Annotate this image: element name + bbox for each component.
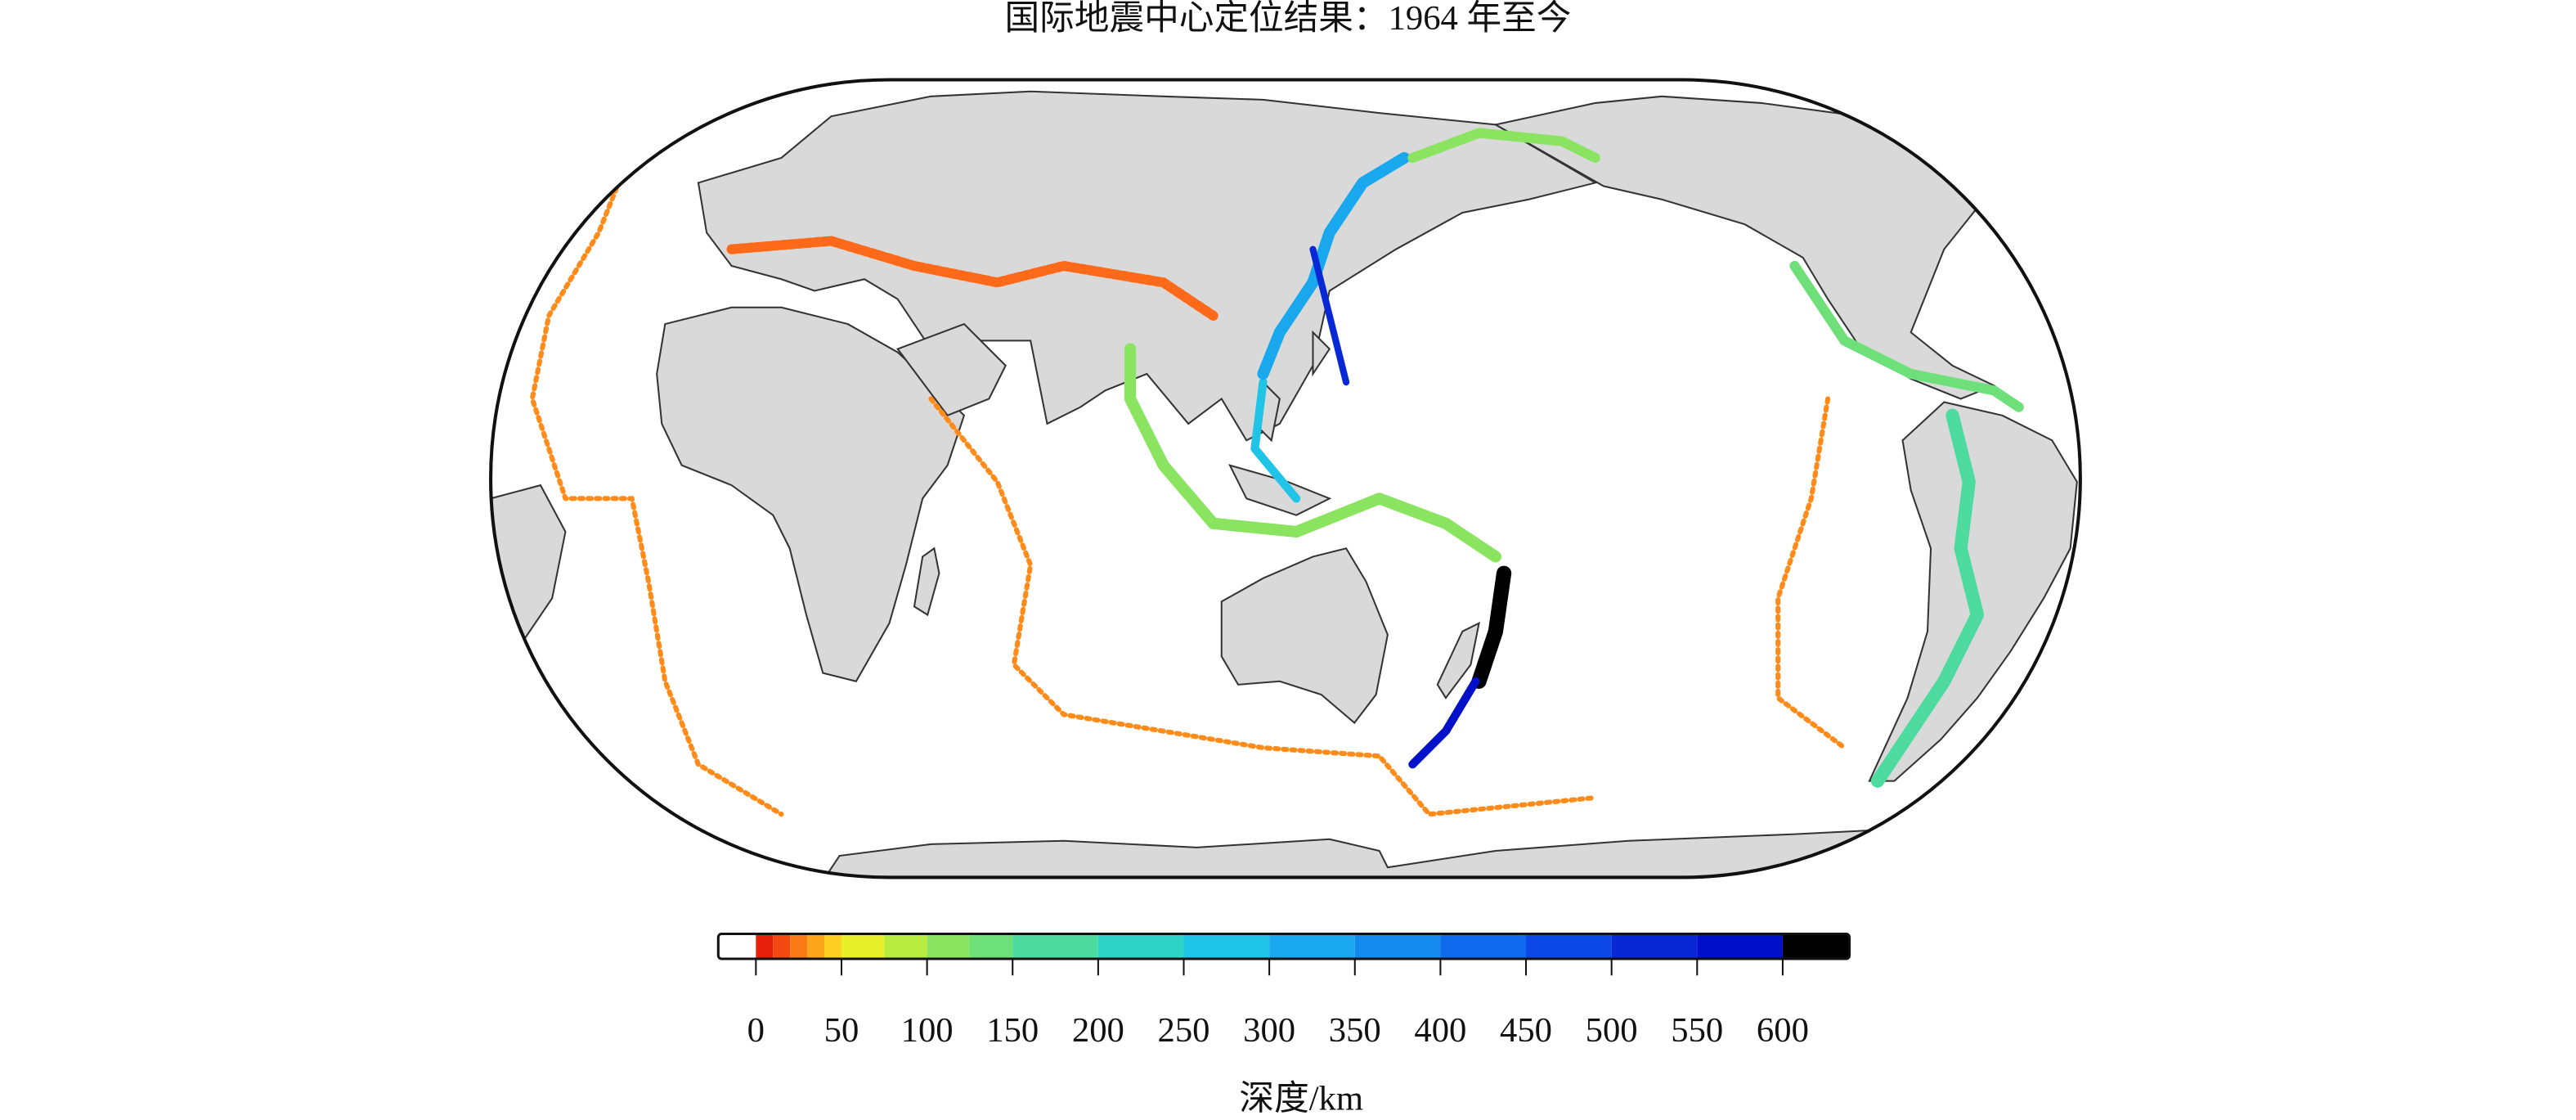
kermadec-arc xyxy=(1408,677,1480,769)
tick-label: 150 xyxy=(986,1011,1039,1050)
mid-atlantic-ridge xyxy=(529,146,784,817)
title: 国际地震中心定位结果：1964 年至今 xyxy=(1005,0,1572,38)
colorbar-segment xyxy=(790,933,808,959)
philippine-arc xyxy=(1250,378,1301,503)
tonga-arc xyxy=(1471,565,1512,689)
tick-label: 400 xyxy=(1414,1011,1466,1050)
colorbar-segment xyxy=(1269,933,1355,959)
colorbar-segment xyxy=(841,933,885,959)
colorbar-segment xyxy=(1697,933,1783,959)
colorbar-segment xyxy=(773,933,791,959)
japan-kuril-arc xyxy=(1257,151,1411,380)
izu-bonin-arc xyxy=(1309,245,1350,386)
colorbar-segment xyxy=(1611,933,1698,959)
tick-label: 50 xyxy=(824,1011,859,1050)
colorbar-outline xyxy=(716,932,1851,960)
madagascar xyxy=(913,547,940,617)
colorbar-segment xyxy=(718,933,756,959)
colorbar-segment xyxy=(756,933,774,959)
colorbar-segment xyxy=(807,933,825,959)
colorbar-label: 深度/km xyxy=(1239,1079,1363,1118)
central-america-arc xyxy=(1789,260,2024,412)
tick-label: 250 xyxy=(1158,1011,1210,1050)
tick-label: 450 xyxy=(1500,1011,1552,1050)
colorbar-segment xyxy=(824,933,841,959)
andes-arc xyxy=(1870,408,1985,788)
seismic-belts xyxy=(529,128,2024,817)
indian-ridge xyxy=(928,396,1598,817)
colorbar-segment xyxy=(969,933,1013,959)
colorbar-segment xyxy=(1012,933,1098,959)
map-frame xyxy=(489,78,2082,879)
colorbar-segment xyxy=(1183,933,1270,959)
colorbar-segment xyxy=(1782,933,1850,959)
colorbar-segment xyxy=(927,933,970,959)
tick-label: 500 xyxy=(1586,1011,1638,1050)
tick-label: 100 xyxy=(901,1011,954,1050)
tick-label: 300 xyxy=(1243,1011,1295,1050)
tick-label: 350 xyxy=(1329,1011,1381,1050)
tick-label: 200 xyxy=(1072,1011,1124,1050)
aleutian-arc xyxy=(1407,128,1600,164)
map xyxy=(491,79,2080,878)
east-pacific-rise xyxy=(1775,396,1847,751)
colorbar-segment xyxy=(884,933,927,959)
colorbar-segment xyxy=(1440,933,1527,959)
alpide-belt xyxy=(726,236,1218,322)
australia xyxy=(1220,547,1389,725)
arabia xyxy=(896,322,1007,417)
sunda-arc xyxy=(1124,343,1502,563)
colorbar-segment xyxy=(1526,933,1612,959)
new-zealand xyxy=(1436,621,1480,699)
colorbar: 0 50 100 150 200 250 300 350 400 450 500 550 600 xyxy=(716,932,1851,1050)
africa xyxy=(656,306,966,682)
tick-label: 600 xyxy=(1757,1011,1809,1050)
tick-label: 550 xyxy=(1671,1011,1723,1050)
colorbar-segment xyxy=(1354,933,1441,959)
tick-label: 0 xyxy=(747,1011,765,1050)
north-america xyxy=(1493,95,1996,400)
colorbar-segment xyxy=(1097,933,1184,959)
